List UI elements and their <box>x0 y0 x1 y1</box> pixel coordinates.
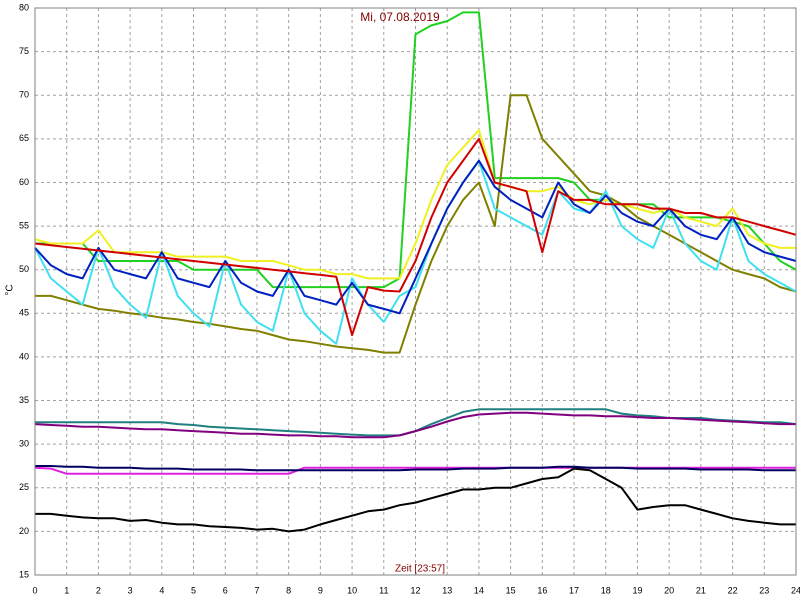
y-tick-label: 75 <box>19 46 29 56</box>
y-tick-label: 65 <box>19 133 29 143</box>
x-tick-label: 2 <box>96 585 101 595</box>
series-line <box>34 137 797 337</box>
x-tick-label: 13 <box>442 585 452 595</box>
series-line <box>34 411 796 439</box>
plot-frame <box>34 7 797 576</box>
x-tick-label: 0 <box>32 585 37 595</box>
x-tick-label: 23 <box>759 585 769 595</box>
x-tick-label: 5 <box>191 585 196 595</box>
x-tick-label: 19 <box>632 585 642 595</box>
y-axis-label: °C <box>5 284 16 295</box>
x-tick-label: 12 <box>410 585 420 595</box>
series-line <box>35 94 797 354</box>
y-tick-label: 20 <box>19 526 29 536</box>
lines <box>34 11 797 533</box>
y-tick-label: 60 <box>19 177 29 187</box>
series-line <box>35 11 797 289</box>
y-tick-label: 15 <box>19 569 29 579</box>
x-tick-label: 15 <box>506 585 516 595</box>
chart-title: Mi, 07.08.2019 <box>360 10 440 24</box>
x-tick-label: 21 <box>696 585 706 595</box>
x-tick-label: 6 <box>223 585 228 595</box>
x-tick-label: 3 <box>128 585 133 595</box>
x-tick-label: 17 <box>569 585 579 595</box>
x-tick-label: 11 <box>379 585 388 595</box>
x-tick-label: 8 <box>286 585 291 595</box>
y-tick-label: 40 <box>19 351 29 361</box>
y-tick-label: 35 <box>19 395 29 405</box>
y-tick-label: 55 <box>19 220 29 230</box>
x-tick-label: 22 <box>728 585 738 595</box>
y-tick-label: 25 <box>19 482 29 492</box>
x-tick-label: 10 <box>347 585 357 595</box>
x-tick-label: 24 <box>791 585 800 595</box>
x-tick-label: 20 <box>664 585 674 595</box>
x-tick-label: 9 <box>318 585 323 595</box>
y-tick-label: 80 <box>19 2 29 12</box>
x-tick-label: 18 <box>601 585 611 595</box>
x-tick-label: 4 <box>159 585 164 595</box>
y-tick-label: 45 <box>19 308 29 318</box>
y-tick-label: 30 <box>19 439 29 449</box>
x-tick-label: 1 <box>64 585 69 595</box>
x-axis-label: Zeit [23:57] <box>395 564 445 575</box>
series-line <box>35 465 796 472</box>
series-line <box>35 467 796 533</box>
y-tick-label: 70 <box>19 90 29 100</box>
x-tick-label: 7 <box>254 585 259 595</box>
x-tick-label: 16 <box>537 585 547 595</box>
y-tick-label: 50 <box>19 264 29 274</box>
x-tick-label: 14 <box>474 585 484 595</box>
